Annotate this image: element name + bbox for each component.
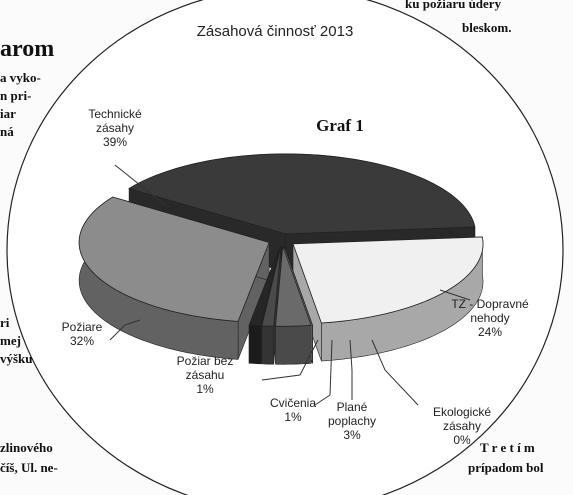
value-label: 1% xyxy=(284,410,302,424)
category-name: Technické zásahy xyxy=(88,107,142,135)
leader xyxy=(439,289,471,301)
text-fragment: T r e t í m xyxy=(480,440,535,455)
pie xyxy=(78,153,484,365)
category-name: Plané poplachy xyxy=(327,400,377,428)
value-label: 24% xyxy=(477,325,503,339)
slice-label: Požiar bez zásahu 1% xyxy=(160,354,250,396)
slice xyxy=(248,246,281,327)
category-name: TZ - Dopravné nehody xyxy=(451,297,529,325)
value-label: 3% xyxy=(343,428,361,442)
slice-side xyxy=(275,325,312,365)
text-fragment: arom xyxy=(0,36,55,62)
text-fragment: prípadom bol xyxy=(468,460,544,475)
text-fragment: číš, Ul. ne- xyxy=(0,460,58,475)
slice-side xyxy=(261,325,275,365)
text-fragment: zlinového xyxy=(0,440,53,455)
text-fragment: ku požiaru údery xyxy=(405,0,502,11)
text-fragment: iar xyxy=(0,106,16,121)
category-name: Cvičenia xyxy=(269,396,317,410)
leader xyxy=(349,339,353,400)
slice xyxy=(261,246,282,327)
slice-label: Cvičenia 1% xyxy=(263,396,323,424)
leader xyxy=(114,164,166,206)
slice-side xyxy=(248,324,262,365)
text-fragment: výšku xyxy=(0,351,33,366)
text-fragment: ná xyxy=(0,124,14,139)
text-fragment: bleskom. xyxy=(462,20,512,35)
category-name: Požiare xyxy=(61,320,103,334)
value-label: 39% xyxy=(102,135,128,149)
leader xyxy=(314,339,333,406)
slice-label: Plané poplachy 3% xyxy=(317,400,387,442)
text-fragment: mej xyxy=(0,333,21,348)
slice-label: TZ - Dopravné nehody 24% xyxy=(450,297,530,339)
value-label: 32% xyxy=(69,334,95,348)
chart-title: Zásahová činnosť 2013 xyxy=(197,23,354,40)
leader xyxy=(261,339,319,381)
value-label: 0% xyxy=(453,433,471,447)
slice-label: Ekologické zásahy 0% xyxy=(422,405,502,447)
leader xyxy=(109,319,141,341)
slice xyxy=(283,246,313,326)
slice-label: Požiare 32% xyxy=(47,320,117,348)
leaders xyxy=(109,164,471,406)
category-name: Požiar bez zásahu xyxy=(176,354,234,382)
category-name: Ekologické zásahy xyxy=(432,405,492,433)
slice xyxy=(78,196,270,322)
text-fragment: n pri- xyxy=(0,88,32,103)
slice xyxy=(292,236,484,324)
leader xyxy=(371,339,419,406)
slice xyxy=(275,246,312,327)
text-fragment: a vyko- xyxy=(0,70,41,85)
value-label: 1% xyxy=(196,382,214,396)
slice-label: Technické zásahy 39% xyxy=(70,107,160,149)
slice xyxy=(128,153,476,235)
text-fragment: ri xyxy=(0,315,10,330)
annotation: Graf 1 xyxy=(316,116,364,135)
